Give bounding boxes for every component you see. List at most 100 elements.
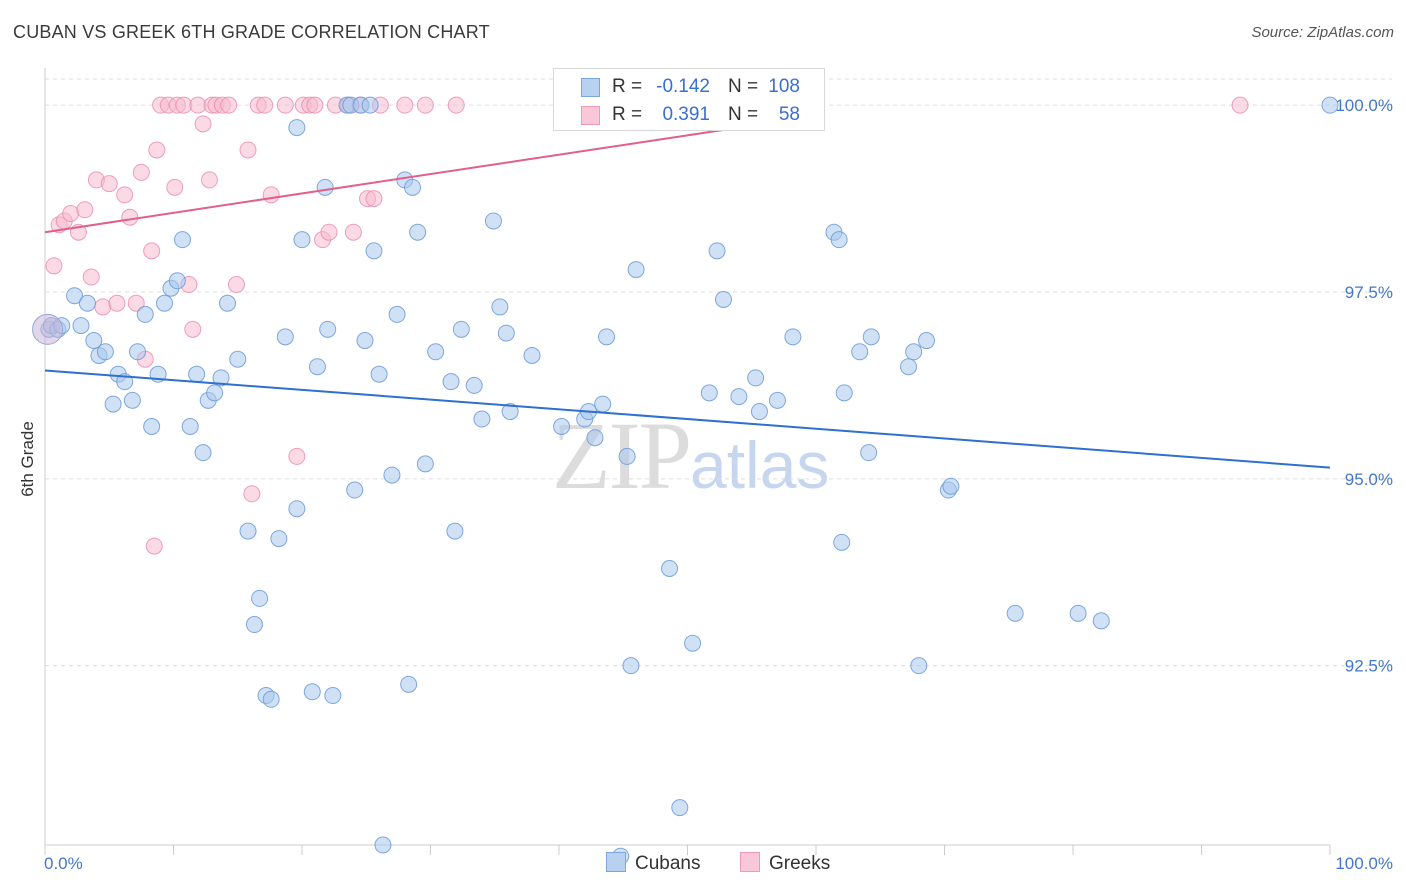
- cubans-point: [218, 294, 236, 312]
- greeks-point: [227, 276, 245, 294]
- cubans-point: [700, 384, 718, 402]
- y-tick-label: 97.5%: [1345, 283, 1393, 302]
- cubans-point: [661, 559, 679, 577]
- greeks-point: [143, 242, 161, 260]
- cubans-point: [156, 294, 174, 312]
- cubans-point: [400, 675, 418, 693]
- cubans-point: [96, 343, 114, 361]
- cubans-point: [750, 403, 768, 421]
- cubans-point: [900, 358, 918, 376]
- trend-lines: [44, 126, 1331, 469]
- greeks-point: [127, 294, 145, 312]
- cubans-point: [835, 384, 853, 402]
- cubans-point: [356, 332, 374, 350]
- watermark: ZIPatlas: [552, 400, 829, 511]
- greeks-point: [166, 178, 184, 196]
- legend-item-cubans: Cubans: [606, 852, 701, 875]
- cubans-point: [905, 343, 923, 361]
- greeks-point: [132, 163, 150, 181]
- greeks-point: [447, 96, 465, 114]
- greeks-point: [108, 294, 126, 312]
- greeks-point: [396, 96, 414, 114]
- cubans-point: [206, 384, 224, 402]
- cubans-point: [1069, 604, 1087, 622]
- cubans-point: [173, 231, 191, 249]
- greeks-point: [184, 320, 202, 338]
- cubans-point: [942, 477, 960, 495]
- cubans-point: [136, 305, 154, 323]
- cubans-legend-swatch: [606, 852, 626, 872]
- cubans-point: [768, 391, 786, 409]
- cubans-point: [365, 242, 383, 260]
- cubans-point: [622, 657, 640, 675]
- greeks-point: [243, 485, 261, 503]
- greeks-legend-swatch: [740, 852, 760, 872]
- cubans-point: [473, 410, 491, 428]
- cubans-point: [862, 328, 880, 346]
- cubans-point: [404, 178, 422, 196]
- cubans-point: [388, 305, 406, 323]
- cubans-point: [129, 343, 147, 361]
- cubans-point: [288, 500, 306, 518]
- cubans-point: [452, 320, 470, 338]
- greeks-point: [82, 268, 100, 286]
- greeks-points: [45, 96, 1249, 555]
- cubans-point: [239, 522, 257, 540]
- greeks-point: [121, 208, 139, 226]
- greeks-legend-label: Greeks: [769, 853, 831, 874]
- greeks-point: [256, 96, 274, 114]
- cubans-point: [229, 350, 247, 368]
- cubans-point: [416, 455, 434, 473]
- greeks-point: [416, 96, 434, 114]
- cubans-point: [143, 418, 161, 436]
- cubans-point: [370, 365, 388, 383]
- greeks-point: [1231, 96, 1249, 114]
- greeks-point: [94, 298, 112, 316]
- greeks-swatch: [581, 106, 600, 125]
- greeks-point: [189, 96, 207, 114]
- cubans-point: [85, 332, 103, 350]
- cubans-point: [245, 616, 263, 634]
- cubans-point: [860, 444, 878, 462]
- y-tick-label: 95.0%: [1345, 470, 1393, 489]
- cubans-point: [288, 119, 306, 137]
- x-tick-label-start: 0.0%: [44, 854, 83, 873]
- cubans-point: [833, 533, 851, 551]
- cubans-legend-label: Cubans: [635, 853, 701, 874]
- cubans-point: [324, 687, 342, 705]
- legend-r-value: 0.391: [662, 104, 710, 125]
- cubans-point: [168, 272, 186, 290]
- greeks-point: [62, 205, 80, 223]
- legend-row-greeks: R = 0.391 N = 58: [554, 101, 824, 129]
- cubans-points: [32, 96, 1339, 865]
- greeks-point: [288, 447, 306, 465]
- cubans-point: [708, 242, 726, 260]
- cubans-point: [316, 178, 334, 196]
- greeks-point: [344, 223, 362, 241]
- cubans-point: [427, 343, 445, 361]
- legend-r-value: -0.142: [656, 76, 710, 97]
- greeks-point: [148, 141, 166, 159]
- legend-n-value: 108: [768, 76, 800, 97]
- cubans-point: [251, 589, 269, 607]
- greeks-point: [239, 141, 257, 159]
- cubans-point: [586, 429, 604, 447]
- cubans-point: [409, 223, 427, 241]
- cubans-point: [361, 96, 379, 114]
- greeks-point: [116, 186, 134, 204]
- cubans-point-large: [32, 313, 64, 345]
- cubans-point: [714, 290, 732, 308]
- greeks-point: [194, 115, 212, 133]
- cubans-point: [194, 444, 212, 462]
- y-tick-label: 92.5%: [1345, 657, 1393, 676]
- cubans-point: [1092, 612, 1110, 630]
- y-axis-title: 6th Grade: [18, 421, 37, 497]
- greeks-point: [276, 96, 294, 114]
- cubans-point: [319, 320, 337, 338]
- cubans-point: [594, 395, 612, 413]
- correlation-legend: R = -0.142 N = 108 R = 0.391 N = 58: [553, 68, 825, 131]
- cubans-point: [598, 328, 616, 346]
- cubans-point: [123, 391, 141, 409]
- cubans-point: [1321, 96, 1339, 114]
